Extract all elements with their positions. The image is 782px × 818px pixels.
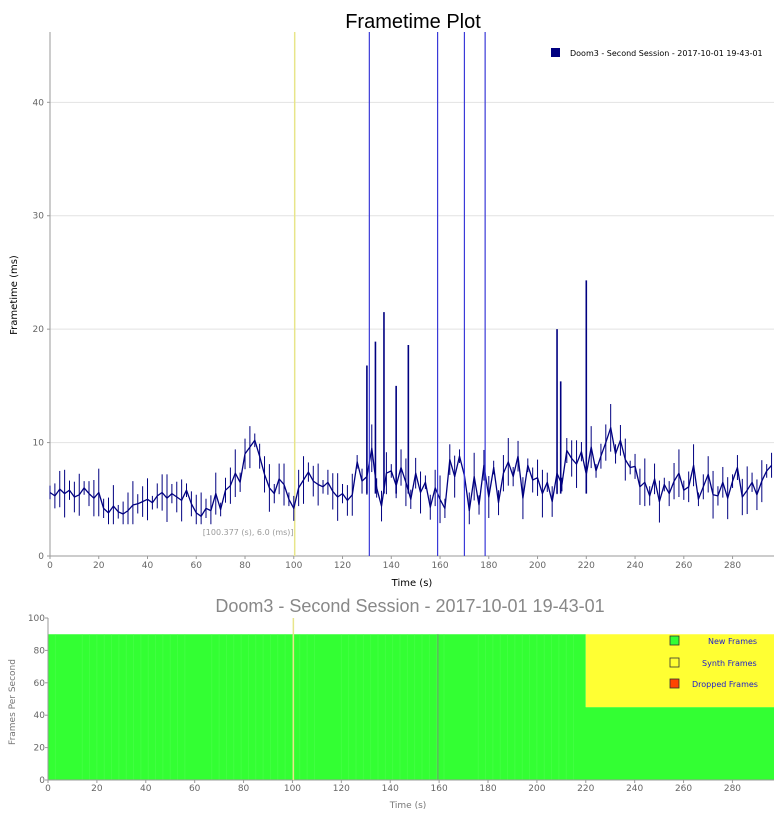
frametime-gridlines [50, 101, 774, 444]
legend-label-new-frames: New Frames [708, 637, 757, 646]
frametime-x-label: Time (s) [391, 578, 433, 589]
fps-x-tick-label-20: 20 [91, 784, 103, 794]
legend-label-doom3: Doom3 - Second Session - 2017-10-01 19-4… [570, 49, 763, 58]
frametime-x-ticks: 0 20 40 60 80 100 120 140 160 180 200 220 240 260 280 [47, 556, 741, 571]
x-tick-label-120: 120 [334, 561, 351, 571]
x-tick-label-60: 60 [191, 561, 203, 571]
x-tick-label-80: 80 [239, 561, 251, 571]
x-tick-label-280: 280 [724, 561, 741, 571]
fps-x-tick-label-260: 260 [675, 784, 692, 794]
legend-label-synth-frames: Synth Frames [702, 659, 757, 668]
fps-y-label: Frames Per Second [8, 659, 18, 745]
y-tick-label-10: 10 [33, 439, 45, 449]
fps-y-tick-label-100: 100 [28, 614, 45, 624]
legend-swatch-doom3 [551, 48, 560, 57]
frametime-chart-title: Frametime Plot [345, 11, 481, 33]
legend-swatch-new-frames [669, 635, 680, 646]
fps-x-tick-label-0: 0 [45, 784, 51, 794]
legend-swatch-synth-frames [669, 657, 680, 668]
fps-x-tick-label-280: 280 [724, 784, 741, 794]
time-cursor-readout: [100.377 (s), 6.0 (ms)] [203, 528, 294, 537]
legend-label-dropped-frames: Dropped Frames [692, 680, 758, 689]
x-tick-label-0: 0 [47, 561, 53, 571]
fps-y-tick-label-80: 80 [34, 646, 46, 656]
y-tick-label-30: 30 [33, 212, 45, 222]
x-tick-label-260: 260 [675, 561, 692, 571]
fps-x-tick-label-140: 140 [382, 784, 399, 794]
frametime-legend: Doom3 - Second Session - 2017-10-01 19-4… [551, 48, 763, 58]
fps-x-tick-label-240: 240 [626, 784, 643, 794]
frametime-chart: Frametime Plot 0 10 20 30 40 0 20 40 60 80 100 120… [9, 11, 774, 589]
fps-x-tick-label-180: 180 [479, 784, 496, 794]
fps-x-tick-label-60: 60 [189, 784, 201, 794]
fps-x-tick-label-220: 220 [577, 784, 594, 794]
x-tick-label-100: 100 [285, 561, 302, 571]
fps-legend: New Frames Synth Frames Dropped Frames [669, 635, 758, 689]
fps-y-tick-label-40: 40 [34, 711, 46, 721]
frametime-series [49, 404, 773, 525]
fps-chart-title: Doom3 - Second Session - 2017-10-01 19-4… [215, 596, 604, 616]
fps-y-tick-label-60: 60 [34, 679, 46, 689]
frametime-y-ticks: 0 10 20 30 40 [33, 98, 50, 562]
fps-y-tick-label-0: 0 [39, 776, 45, 786]
y-tick-label-0: 0 [38, 552, 44, 562]
fps-x-label: Time (s) [389, 801, 427, 811]
x-tick-label-200: 200 [529, 561, 546, 571]
legend-swatch-dropped-frames [669, 678, 680, 689]
x-tick-label-180: 180 [480, 561, 497, 571]
fps-x-tick-label-40: 40 [140, 784, 152, 794]
x-tick-label-40: 40 [142, 561, 154, 571]
frametime-spikes [366, 32, 588, 556]
fps-y-ticks: 0 20 40 60 80 100 [28, 614, 48, 786]
synth-frames-area [48, 634, 774, 708]
x-tick-label-140: 140 [383, 561, 400, 571]
fps-x-tick-label-120: 120 [333, 784, 350, 794]
fps-x-tick-label-160: 160 [431, 784, 448, 794]
fps-texture [54, 634, 574, 780]
fps-areas [48, 634, 774, 780]
x-tick-label-160: 160 [431, 561, 448, 571]
x-tick-label-240: 240 [626, 561, 643, 571]
fps-x-tick-label-80: 80 [238, 784, 250, 794]
frametime-y-label: Frametime (ms) [9, 255, 20, 335]
fps-y-tick-label-20: 20 [34, 744, 46, 754]
x-tick-label-220: 220 [578, 561, 595, 571]
fps-x-tick-label-200: 200 [528, 784, 545, 794]
fps-chart: Doom3 - Second Session - 2017-10-01 19-4… [8, 596, 774, 811]
fps-x-ticks: 0 20 40 60 80 100 120 140 160 180 200 220 240 260 280 [45, 780, 741, 794]
y-tick-label-40: 40 [33, 98, 45, 108]
new-frames-area [48, 634, 774, 780]
fps-x-tick-label-100: 100 [284, 784, 301, 794]
x-tick-label-20: 20 [93, 561, 105, 571]
y-tick-label-20: 20 [33, 325, 45, 335]
